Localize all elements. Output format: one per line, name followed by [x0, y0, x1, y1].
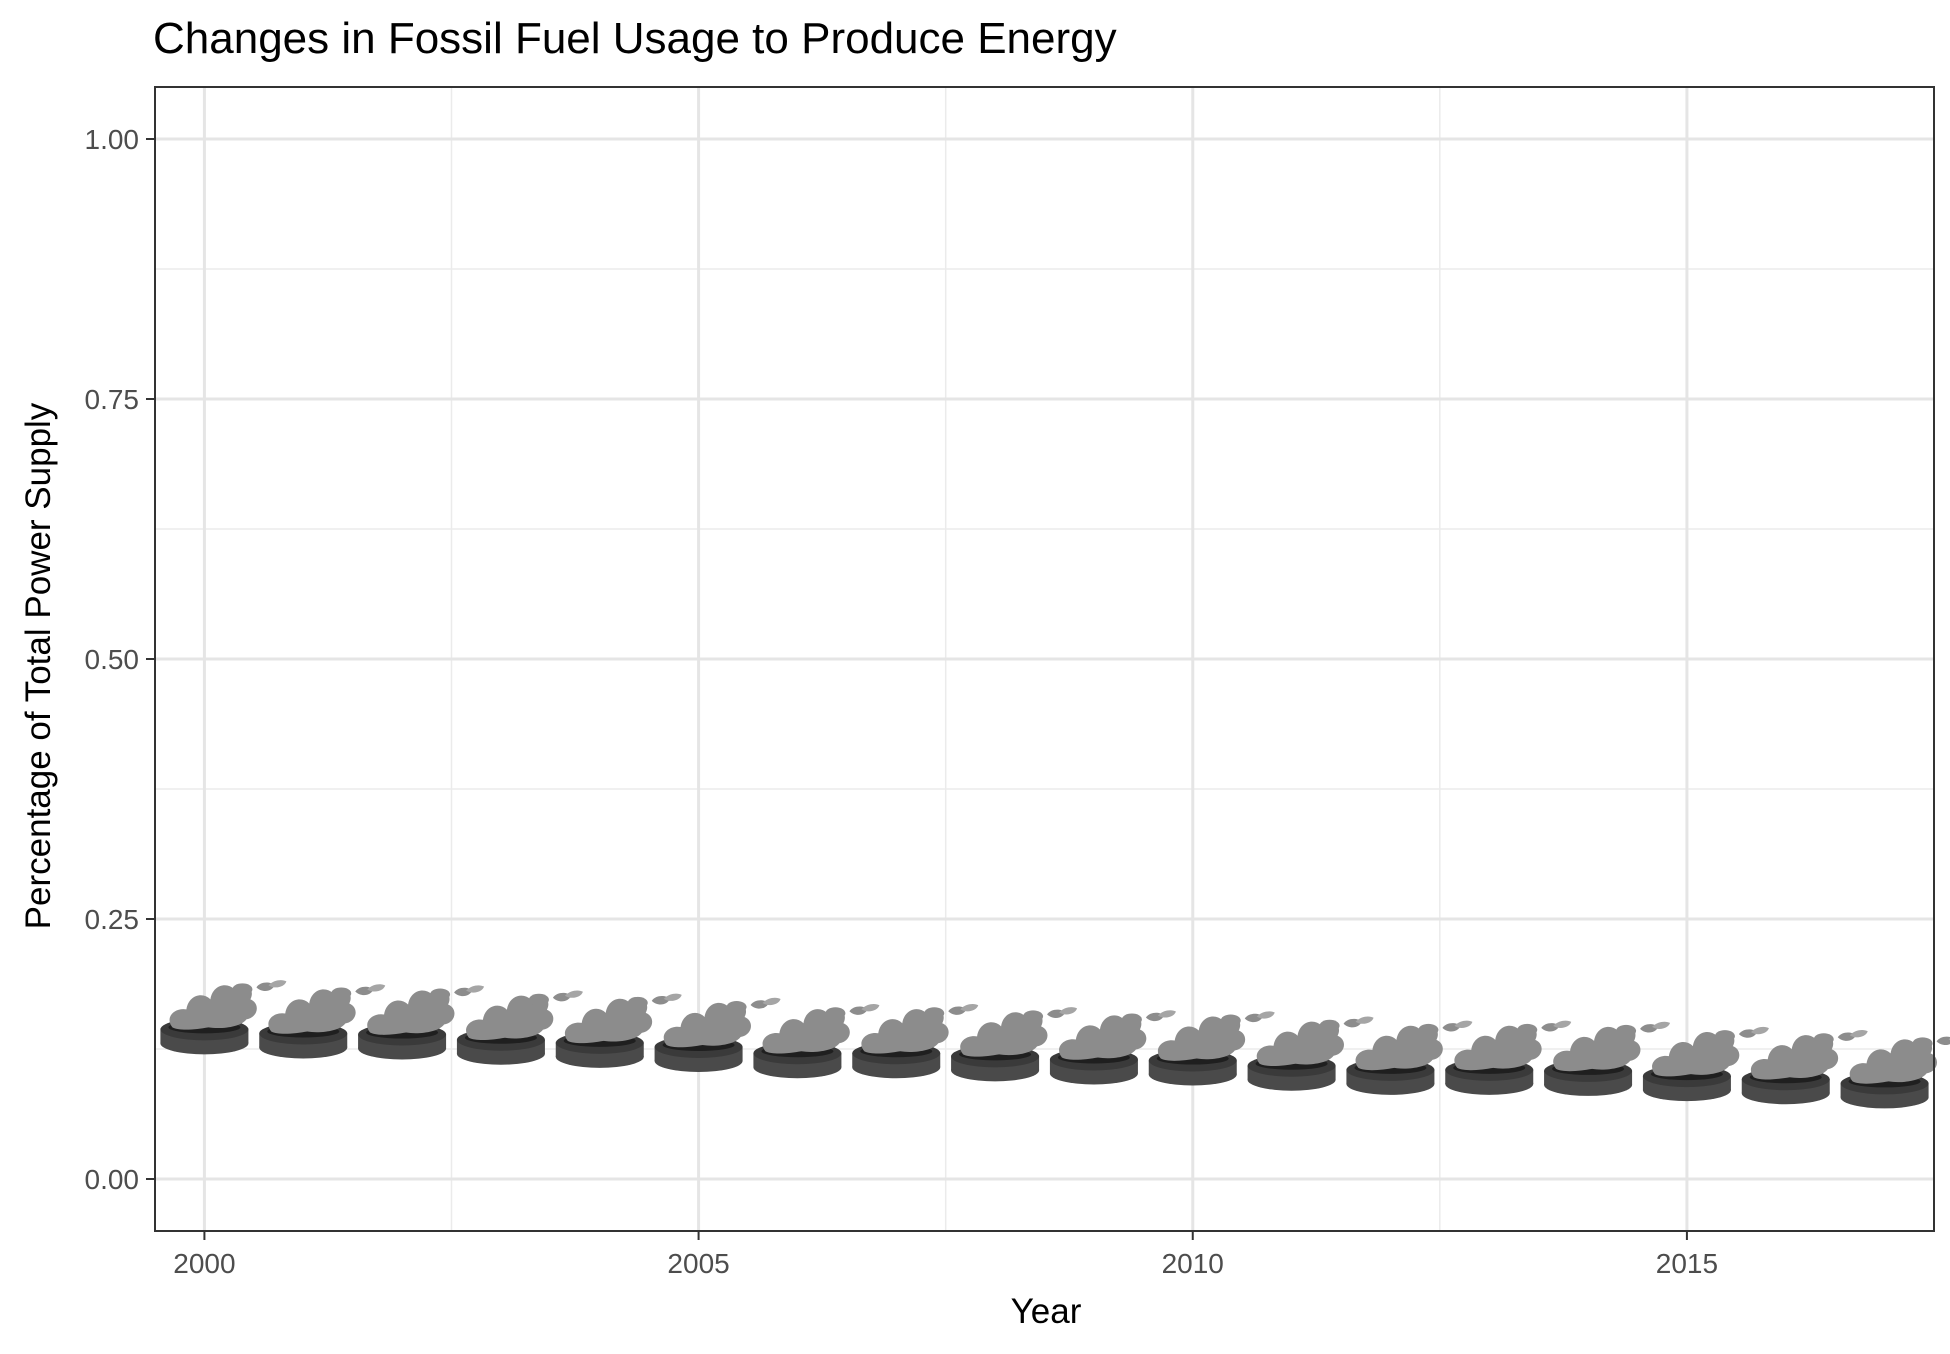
smoke-cloud — [663, 1002, 751, 1048]
data-point-2013 — [1445, 1020, 1572, 1095]
smoke-puff — [528, 993, 549, 1006]
smoke-puff — [1553, 1020, 1572, 1028]
smoke-puff — [1355, 1016, 1374, 1024]
smoke-puff — [663, 993, 682, 1001]
data-point-2000 — [160, 980, 287, 1055]
data-point-2001 — [259, 984, 386, 1059]
y-tick-label: 1.00 — [85, 124, 140, 155]
smoke-puff — [367, 984, 386, 992]
smoke-cloud — [1849, 1038, 1937, 1084]
smoke-cloud — [268, 988, 356, 1034]
smoke-puff — [1121, 1013, 1142, 1026]
data-point-2016 — [1741, 1030, 1868, 1105]
smoke-puff — [1256, 1011, 1275, 1019]
smoke-puff — [268, 980, 287, 988]
x-tick-label: 2015 — [1656, 1248, 1718, 1279]
data-point-2010 — [1148, 1011, 1275, 1086]
data-point-2003 — [456, 990, 583, 1065]
data-point-2017 — [1840, 1036, 1950, 1109]
smoke-cloud — [861, 1008, 949, 1054]
smoke-puff — [1652, 1021, 1671, 1030]
smoke-puff — [466, 985, 485, 993]
smoke-puff — [1714, 1030, 1735, 1043]
y-tick-label: 0.00 — [85, 1164, 140, 1195]
data-point-2009 — [1049, 1010, 1176, 1085]
smoke-puff — [924, 1007, 945, 1020]
y-tick-label: 0.25 — [85, 904, 140, 935]
smoke-puff — [1616, 1024, 1637, 1037]
smoke-cloud — [1157, 1015, 1246, 1061]
smoke-cloud — [1454, 1025, 1542, 1071]
smoke-puff — [1059, 1007, 1078, 1015]
smoke-cloud — [1553, 1026, 1641, 1072]
y-tick-label: 0.75 — [85, 384, 140, 415]
smoke-puff — [960, 1004, 979, 1012]
smoke-puff — [564, 990, 583, 998]
smoke-puff — [1750, 1026, 1769, 1035]
smoke-cloud — [762, 1008, 850, 1054]
data-point-2005 — [654, 997, 781, 1072]
data-point-2015 — [1642, 1026, 1769, 1102]
smoke-puff — [1157, 1010, 1176, 1018]
smoke-puff — [726, 1001, 747, 1013]
x-tick-label: 2000 — [173, 1248, 235, 1279]
data-point-2006 — [753, 1004, 880, 1079]
smoke-puff — [430, 988, 451, 1001]
smoke-puff — [1517, 1023, 1538, 1036]
data-point-2004 — [555, 993, 682, 1068]
data-point-2014 — [1544, 1021, 1671, 1096]
smoke-cloud — [367, 989, 455, 1035]
smoke-cloud — [564, 998, 653, 1044]
x-tick-label: 2010 — [1162, 1248, 1224, 1279]
smoke-puff — [1813, 1033, 1834, 1046]
smoke-cloud — [169, 984, 257, 1030]
smoke-cloud — [1750, 1034, 1839, 1080]
x-tick-label: 2005 — [667, 1248, 729, 1279]
data-point-2011 — [1247, 1016, 1374, 1091]
grid-lines — [155, 87, 1934, 1231]
data-point-2012 — [1346, 1020, 1473, 1095]
smoke-puff — [762, 997, 781, 1006]
smoke-puff — [1912, 1037, 1933, 1050]
chart-title: Changes in Fossil Fuel Usage to Produce … — [153, 14, 1117, 63]
smoke-puff — [1936, 1036, 1950, 1045]
smoke-puff — [1220, 1014, 1241, 1027]
smoke-puff — [1849, 1030, 1868, 1038]
y-tick-label: 0.50 — [85, 644, 140, 675]
smoke-puff — [1454, 1020, 1473, 1028]
smoke-cloud — [1059, 1014, 1147, 1060]
data-point-2002 — [358, 985, 485, 1060]
smoke-puff — [861, 1004, 880, 1012]
smoke-cloud — [960, 1011, 1048, 1057]
smoke-puff — [1319, 1019, 1340, 1032]
data-point-2007 — [852, 1004, 979, 1079]
smoke-cloud — [1355, 1025, 1443, 1071]
x-axis-label: Year — [1011, 1292, 1082, 1331]
smoke-cloud — [466, 995, 554, 1041]
smoke-cloud — [1256, 1021, 1344, 1067]
smoke-puff — [1418, 1023, 1439, 1036]
smoke-puff — [825, 1007, 846, 1020]
smoke-puff — [232, 983, 253, 996]
axes: 2000 2005 2010 2015 0.00 0.25 0.50 0.75 1.00 — [85, 124, 1719, 1279]
smoke-puff — [331, 987, 352, 1000]
y-axis-label: Percentage of Total Power Supply — [19, 402, 58, 929]
smoke-cloud — [1652, 1031, 1740, 1077]
smoke-puff — [1023, 1010, 1044, 1023]
data-point-2008 — [951, 1007, 1078, 1082]
smoke-puff — [627, 996, 648, 1009]
data-points — [160, 980, 1950, 1109]
